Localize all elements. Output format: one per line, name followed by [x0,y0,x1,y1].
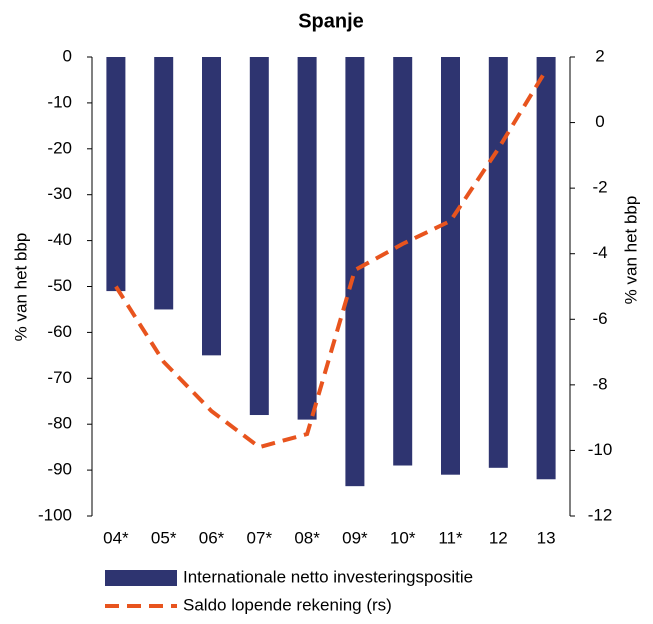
y-tick-label: -50 [47,276,72,295]
legend-label: Saldo lopende rekening (rs) [183,595,392,614]
x-tick-label: 13 [537,528,556,547]
bar [154,57,174,310]
y2-tick-label: 0 [595,112,604,131]
x-tick-label: 10* [390,528,416,547]
y-tick-label: -30 [47,184,72,203]
y2-axis-label: % van het bbp [621,196,640,305]
y-tick-label: -60 [47,322,72,341]
bar [202,57,221,356]
y2-tick-label: 2 [595,46,604,65]
x-tick-label: 09* [342,528,368,547]
y-tick-label: -20 [47,138,72,157]
y2-tick-label: -6 [592,309,607,328]
y2-tick-label: -12 [588,505,613,524]
x-tick-label: 08* [294,528,320,547]
bar [106,57,126,292]
y-tick-label: -90 [47,460,72,479]
bar [441,57,460,475]
y-tick-label: -100 [38,505,72,524]
x-tick-label: 07* [247,528,273,547]
x-tick-label: 04* [103,528,129,547]
bar [488,57,508,468]
legend-swatch [105,570,177,586]
y-tick-label: -80 [47,414,72,433]
bar [297,57,317,420]
x-tick-label: 12 [489,528,508,547]
y-tick-label: 0 [63,46,72,65]
y2-tick-label: -10 [588,440,613,459]
y-tick-label: -70 [47,368,72,387]
x-tick-label: 05* [151,528,177,547]
y-axis-label: % van het bbp [11,233,30,342]
x-tick-label: 11* [438,528,463,547]
bar [393,57,413,466]
y2-tick-label: -8 [592,374,607,393]
bar [249,57,269,416]
legend-label: Internationale netto investeringspositie [183,567,473,586]
y-tick-label: -40 [47,230,72,249]
x-tick-label: 06* [199,528,225,547]
line [114,69,548,450]
bar [536,57,556,480]
y-tick-label: -10 [47,92,72,111]
bar [345,57,365,487]
y2-tick-label: -2 [592,178,607,197]
y2-tick-label: -4 [592,243,607,262]
chart-title: Spanje [298,10,364,32]
